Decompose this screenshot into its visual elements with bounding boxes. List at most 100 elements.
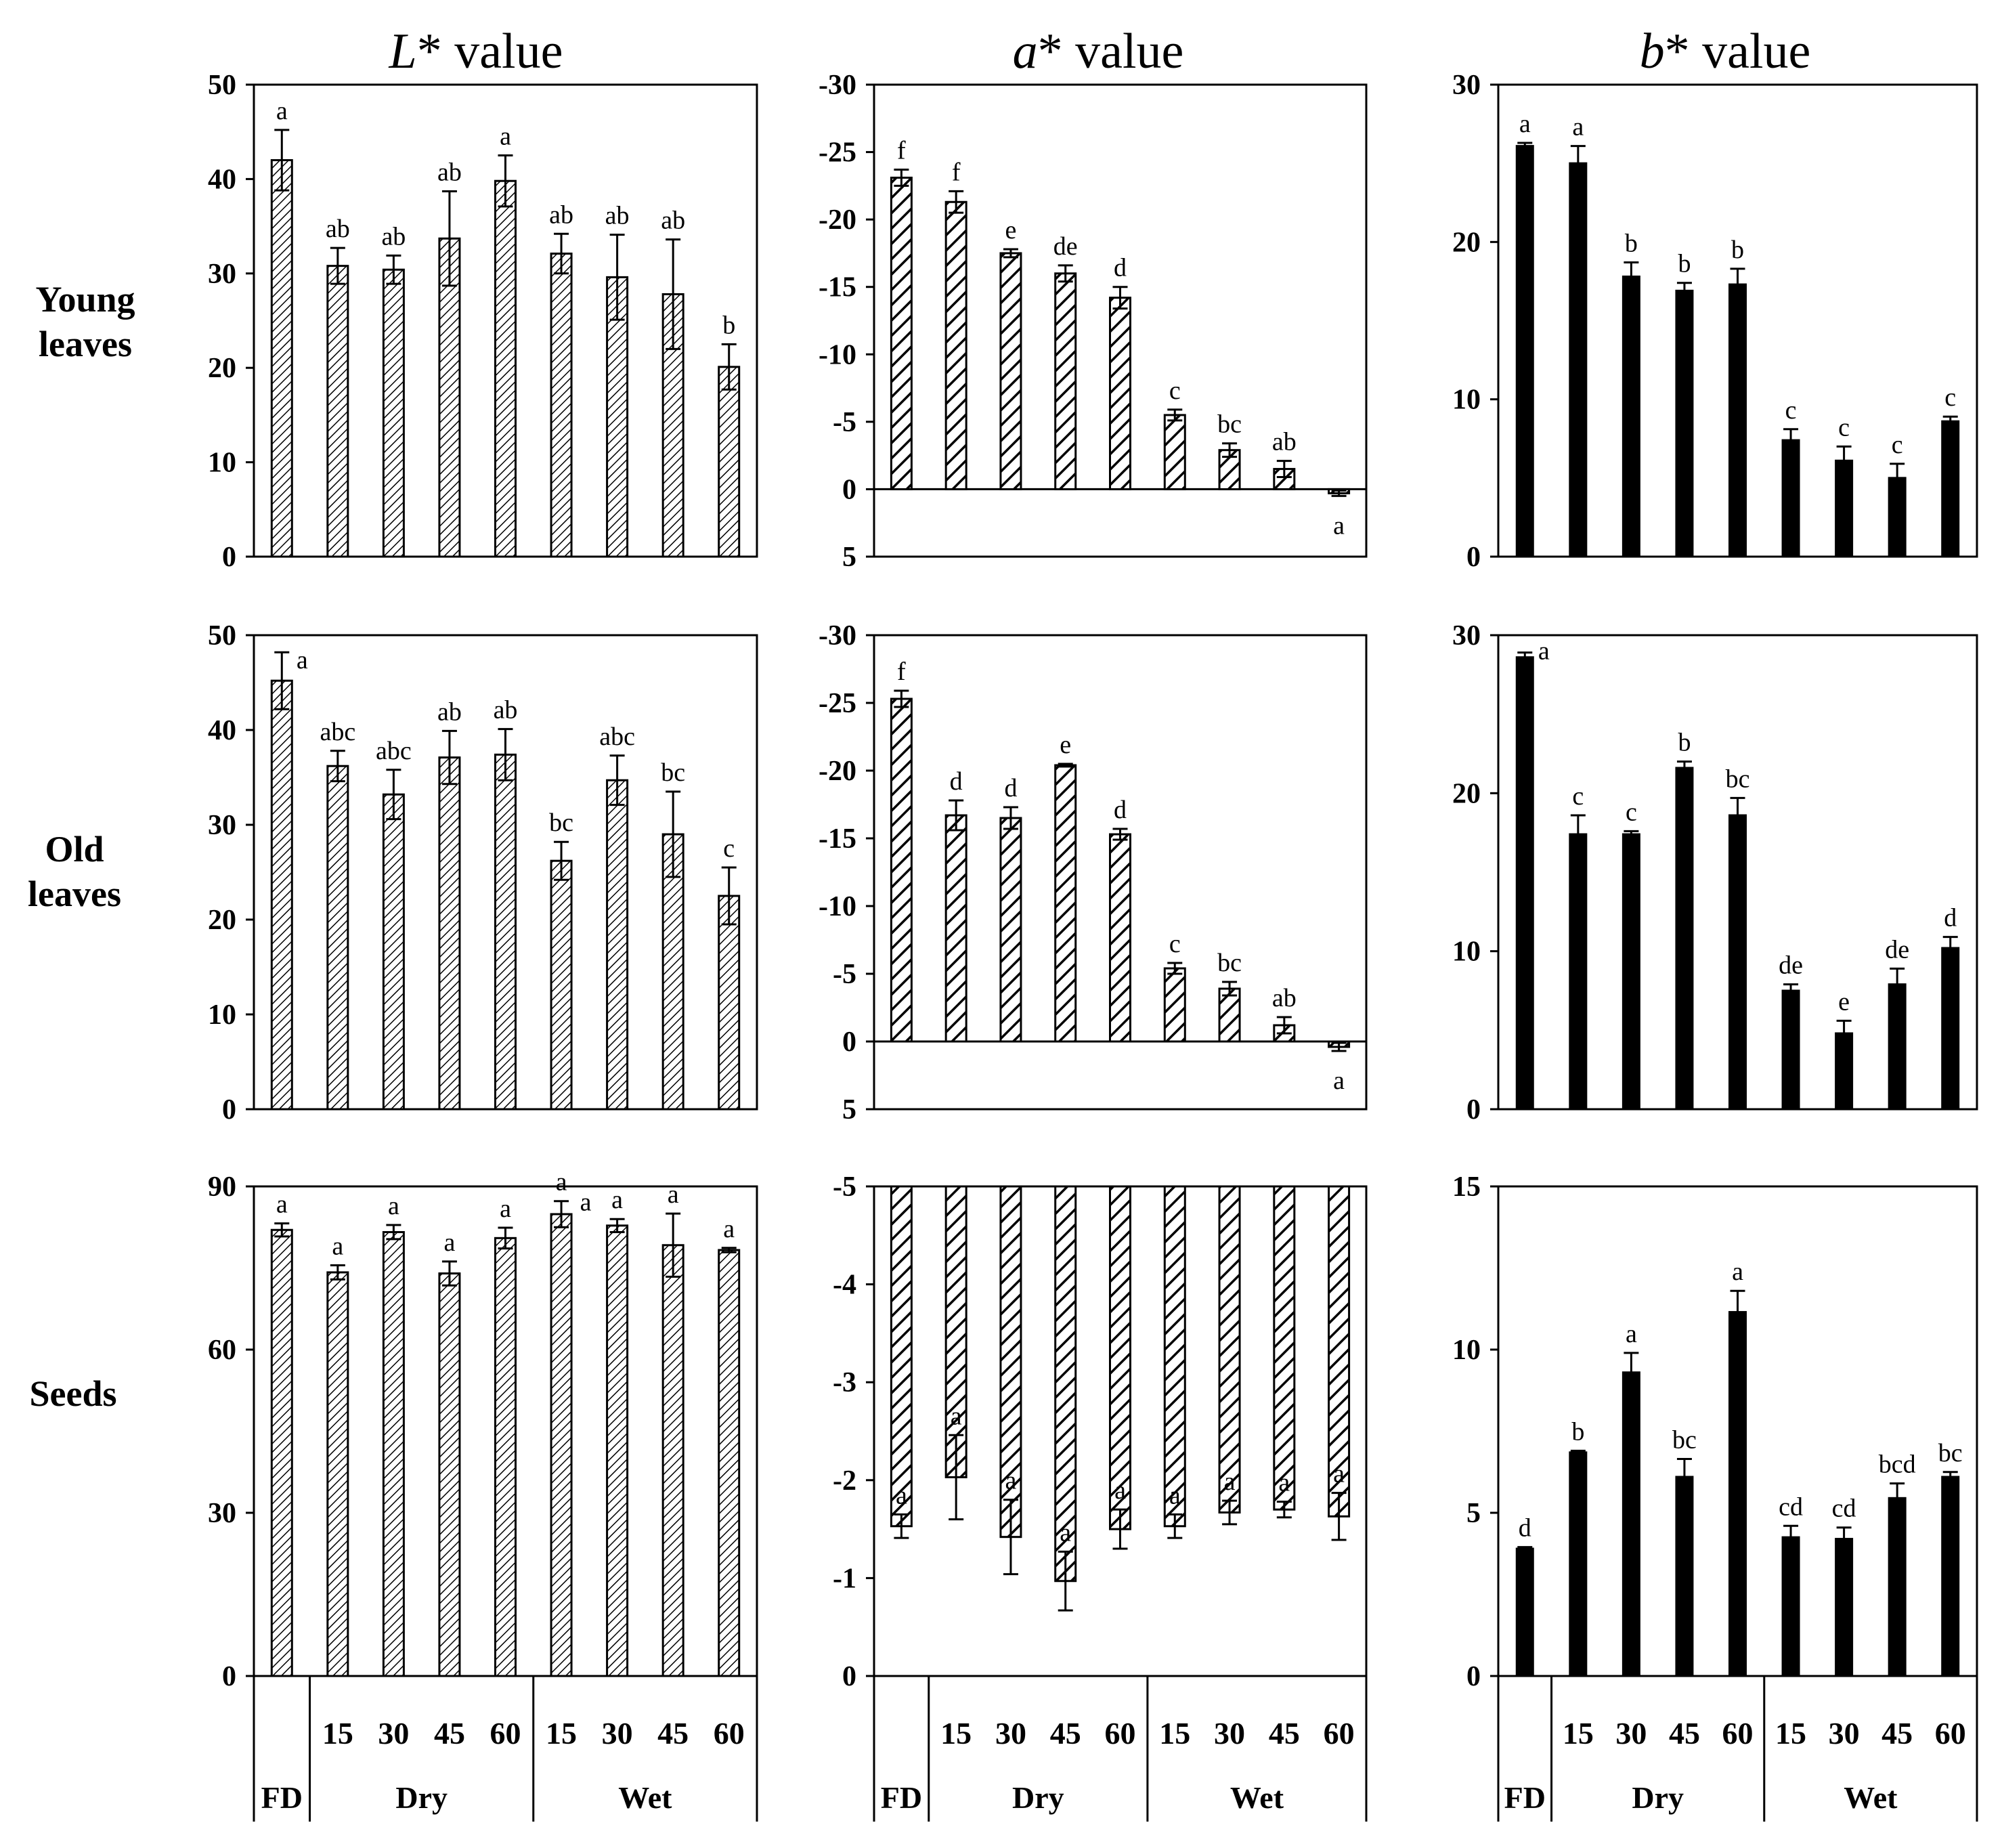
- bar-young-leaves-b-value-wet-30: [1835, 459, 1854, 558]
- bar-old-leaves-l-value-dry-15: [326, 765, 349, 1111]
- bar-old-leaves-a-value-fd: [890, 697, 913, 1043]
- y-tick-label: -15: [819, 272, 856, 303]
- plot-frame: [873, 83, 1368, 558]
- significance-label: bc: [1726, 765, 1750, 793]
- significance-label: bc: [549, 809, 573, 837]
- bar-seeds-b-value-wet-30: [1835, 1538, 1854, 1677]
- bar-seeds-b-value-fd: [1515, 1547, 1534, 1677]
- category-group-wet: Wet: [1844, 1780, 1898, 1815]
- significance-label: de: [1053, 232, 1078, 261]
- significance-label: a: [276, 97, 288, 125]
- bar-old-leaves-l-value-dry-45: [438, 756, 461, 1111]
- significance-label: bc: [1672, 1425, 1697, 1454]
- y-tick-label: 15: [1452, 1172, 1481, 1203]
- bar-young-leaves-l-value-wet-60: [718, 366, 741, 558]
- bar-old-leaves-b-value-wet-15: [1781, 989, 1800, 1111]
- bar-old-leaves-b-value-dry-60: [1728, 814, 1747, 1111]
- significance-label: a: [332, 1232, 343, 1260]
- plot-frame: [873, 634, 1368, 1111]
- bar-seeds-b-value-wet-60: [1941, 1476, 1960, 1677]
- significance-label: ab: [381, 222, 406, 251]
- bar-young-leaves-a-value-dry-15: [944, 200, 967, 490]
- significance-label: ab: [437, 158, 462, 187]
- y-tick-label: -10: [819, 891, 856, 922]
- bar-seeds-a-value-fd: [890, 1185, 913, 1528]
- category-fd: FD: [881, 1780, 922, 1815]
- significance-label: ab: [549, 200, 573, 229]
- y-tick-label: -30: [819, 70, 856, 101]
- significance-label: c: [1169, 930, 1181, 958]
- category-wet-60: 60: [1324, 1716, 1355, 1750]
- significance-label: a: [1333, 1460, 1345, 1488]
- significance-label: e: [1060, 731, 1071, 759]
- chart-young-leaves-b: 0 10 20 30 a a b b b c c c c: [1452, 70, 1978, 573]
- bar-old-leaves-b-value-wet-45: [1888, 983, 1907, 1111]
- bar-old-leaves-l-value-wet-30: [606, 779, 629, 1111]
- row-label-young-1: Young: [35, 279, 135, 320]
- significance-label: a: [951, 1402, 962, 1430]
- category-wet-60: 60: [714, 1716, 745, 1750]
- category-group-dry: Dry: [1632, 1780, 1684, 1815]
- y-tick-label: 0: [1466, 1094, 1481, 1125]
- category-wet-60: 60: [1935, 1716, 1966, 1750]
- bar-seeds-b-value-wet-45: [1888, 1497, 1907, 1677]
- significance-label: a: [1333, 1067, 1345, 1095]
- bar-old-leaves-b-value-fd: [1515, 656, 1534, 1111]
- significance-label: c: [1626, 798, 1637, 826]
- bar-seeds-a-value-wet-15: [1163, 1185, 1186, 1528]
- significance-label: c: [1892, 431, 1903, 459]
- significance-label: a: [1333, 511, 1345, 540]
- significance-label: c: [1838, 413, 1850, 442]
- bar-old-leaves-a-value-dry-30: [999, 817, 1022, 1043]
- significance-label: d: [950, 767, 963, 796]
- significance-label: ab: [1272, 428, 1297, 456]
- significance-label: bcd: [1879, 1451, 1916, 1479]
- y-tick-label: -25: [819, 137, 856, 169]
- category-dry-15: 15: [940, 1716, 972, 1750]
- significance-label: a: [388, 1192, 399, 1220]
- bar-seeds-b-value-dry-60: [1728, 1311, 1747, 1677]
- significance-label: b: [1678, 729, 1691, 757]
- y-tick-label: 30: [1452, 620, 1481, 651]
- significance-label: abc: [599, 723, 635, 751]
- y-tick-label: -2: [833, 1465, 856, 1497]
- bar-young-leaves-b-value-dry-30: [1622, 275, 1640, 558]
- significance-label: ab: [437, 697, 462, 726]
- y-tick-label: 30: [1452, 70, 1481, 101]
- bar-old-leaves-b-value-dry-30: [1622, 833, 1640, 1111]
- significance-label: c: [1572, 782, 1584, 811]
- y-tick-label: 60: [208, 1335, 236, 1366]
- category-dry-15: 15: [1563, 1716, 1594, 1750]
- significance-label: a: [611, 1186, 623, 1214]
- category-dry-45: 45: [434, 1716, 465, 1750]
- chart-old-leaves-a: -30 -25 -20 -15 -10 -5 0 5 f d d e d c bc ab a: [819, 620, 1368, 1125]
- significance-label: f: [897, 658, 906, 686]
- bar-seeds-a-value-dry-15: [944, 1185, 967, 1478]
- bar-young-leaves-b-value-fd: [1515, 145, 1534, 558]
- significance-label: d: [1519, 1514, 1531, 1543]
- significance-label: a: [1538, 637, 1550, 666]
- category-dry-30: 30: [995, 1716, 1026, 1750]
- y-tick-label: 10: [208, 448, 236, 479]
- bar-seeds-l-value-wet-60: [718, 1249, 741, 1677]
- bar-seeds-b-value-dry-45: [1675, 1476, 1694, 1677]
- significance-label: ab: [661, 207, 685, 235]
- y-tick-label: 0: [842, 1027, 856, 1058]
- bar-seeds-l-value-wet-30: [606, 1224, 629, 1677]
- significance-label: bc: [1217, 949, 1242, 977]
- significance-label: a: [668, 1180, 679, 1209]
- significance-label: a: [1626, 1320, 1637, 1348]
- y-tick-label: 30: [208, 259, 236, 290]
- significance-label: a: [723, 1215, 735, 1243]
- significance-label: d: [1114, 254, 1127, 282]
- significance-label: e: [1005, 216, 1017, 244]
- bar-seeds-l-value-dry-15: [326, 1271, 349, 1677]
- bar-old-leaves-a-value-dry-60: [1109, 833, 1131, 1043]
- col-title-a: a* value: [1013, 24, 1184, 79]
- y-tick-label: 10: [1452, 937, 1481, 968]
- chart-old-leaves-b: 0 10 20 30 a c c b bc de e de d: [1452, 620, 1978, 1125]
- bar-young-leaves-b-value-dry-45: [1675, 289, 1694, 558]
